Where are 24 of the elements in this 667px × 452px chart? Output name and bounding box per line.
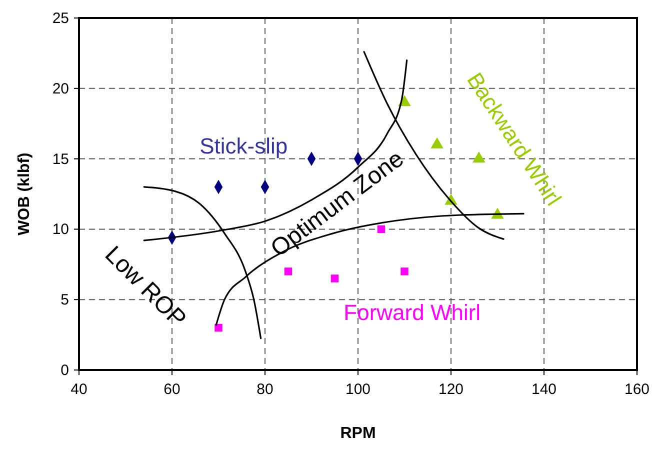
y-tick-label: 20 <box>52 80 69 98</box>
point <box>400 268 408 276</box>
point <box>430 137 444 148</box>
y-tick-label: 5 <box>60 292 69 309</box>
x-tick-label: 120 <box>438 381 464 398</box>
annotation: Forward Whirl <box>344 300 481 325</box>
point <box>377 225 386 234</box>
x-tick-label: 60 <box>164 381 180 398</box>
x-tick-label: 80 <box>256 381 274 398</box>
point <box>330 274 339 282</box>
x-tick-label: 40 <box>70 381 88 398</box>
x-axis-title: RPM <box>340 425 376 442</box>
y-tick-label: 25 <box>52 10 69 27</box>
point <box>214 324 222 332</box>
y-tick-label: 10 <box>52 221 69 238</box>
x-tick-label: 100 <box>345 381 371 398</box>
annotation: Stick-slip <box>200 134 288 159</box>
y-tick-label: 15 <box>52 150 69 168</box>
y-tick-label: 0 <box>60 362 69 379</box>
point <box>284 268 292 276</box>
annotation: Low ROP <box>100 241 192 333</box>
x-tick-label: 140 <box>531 381 557 398</box>
x-tick-label: 160 <box>624 381 650 398</box>
y-axis-title: WOB (klbf) <box>16 152 33 236</box>
